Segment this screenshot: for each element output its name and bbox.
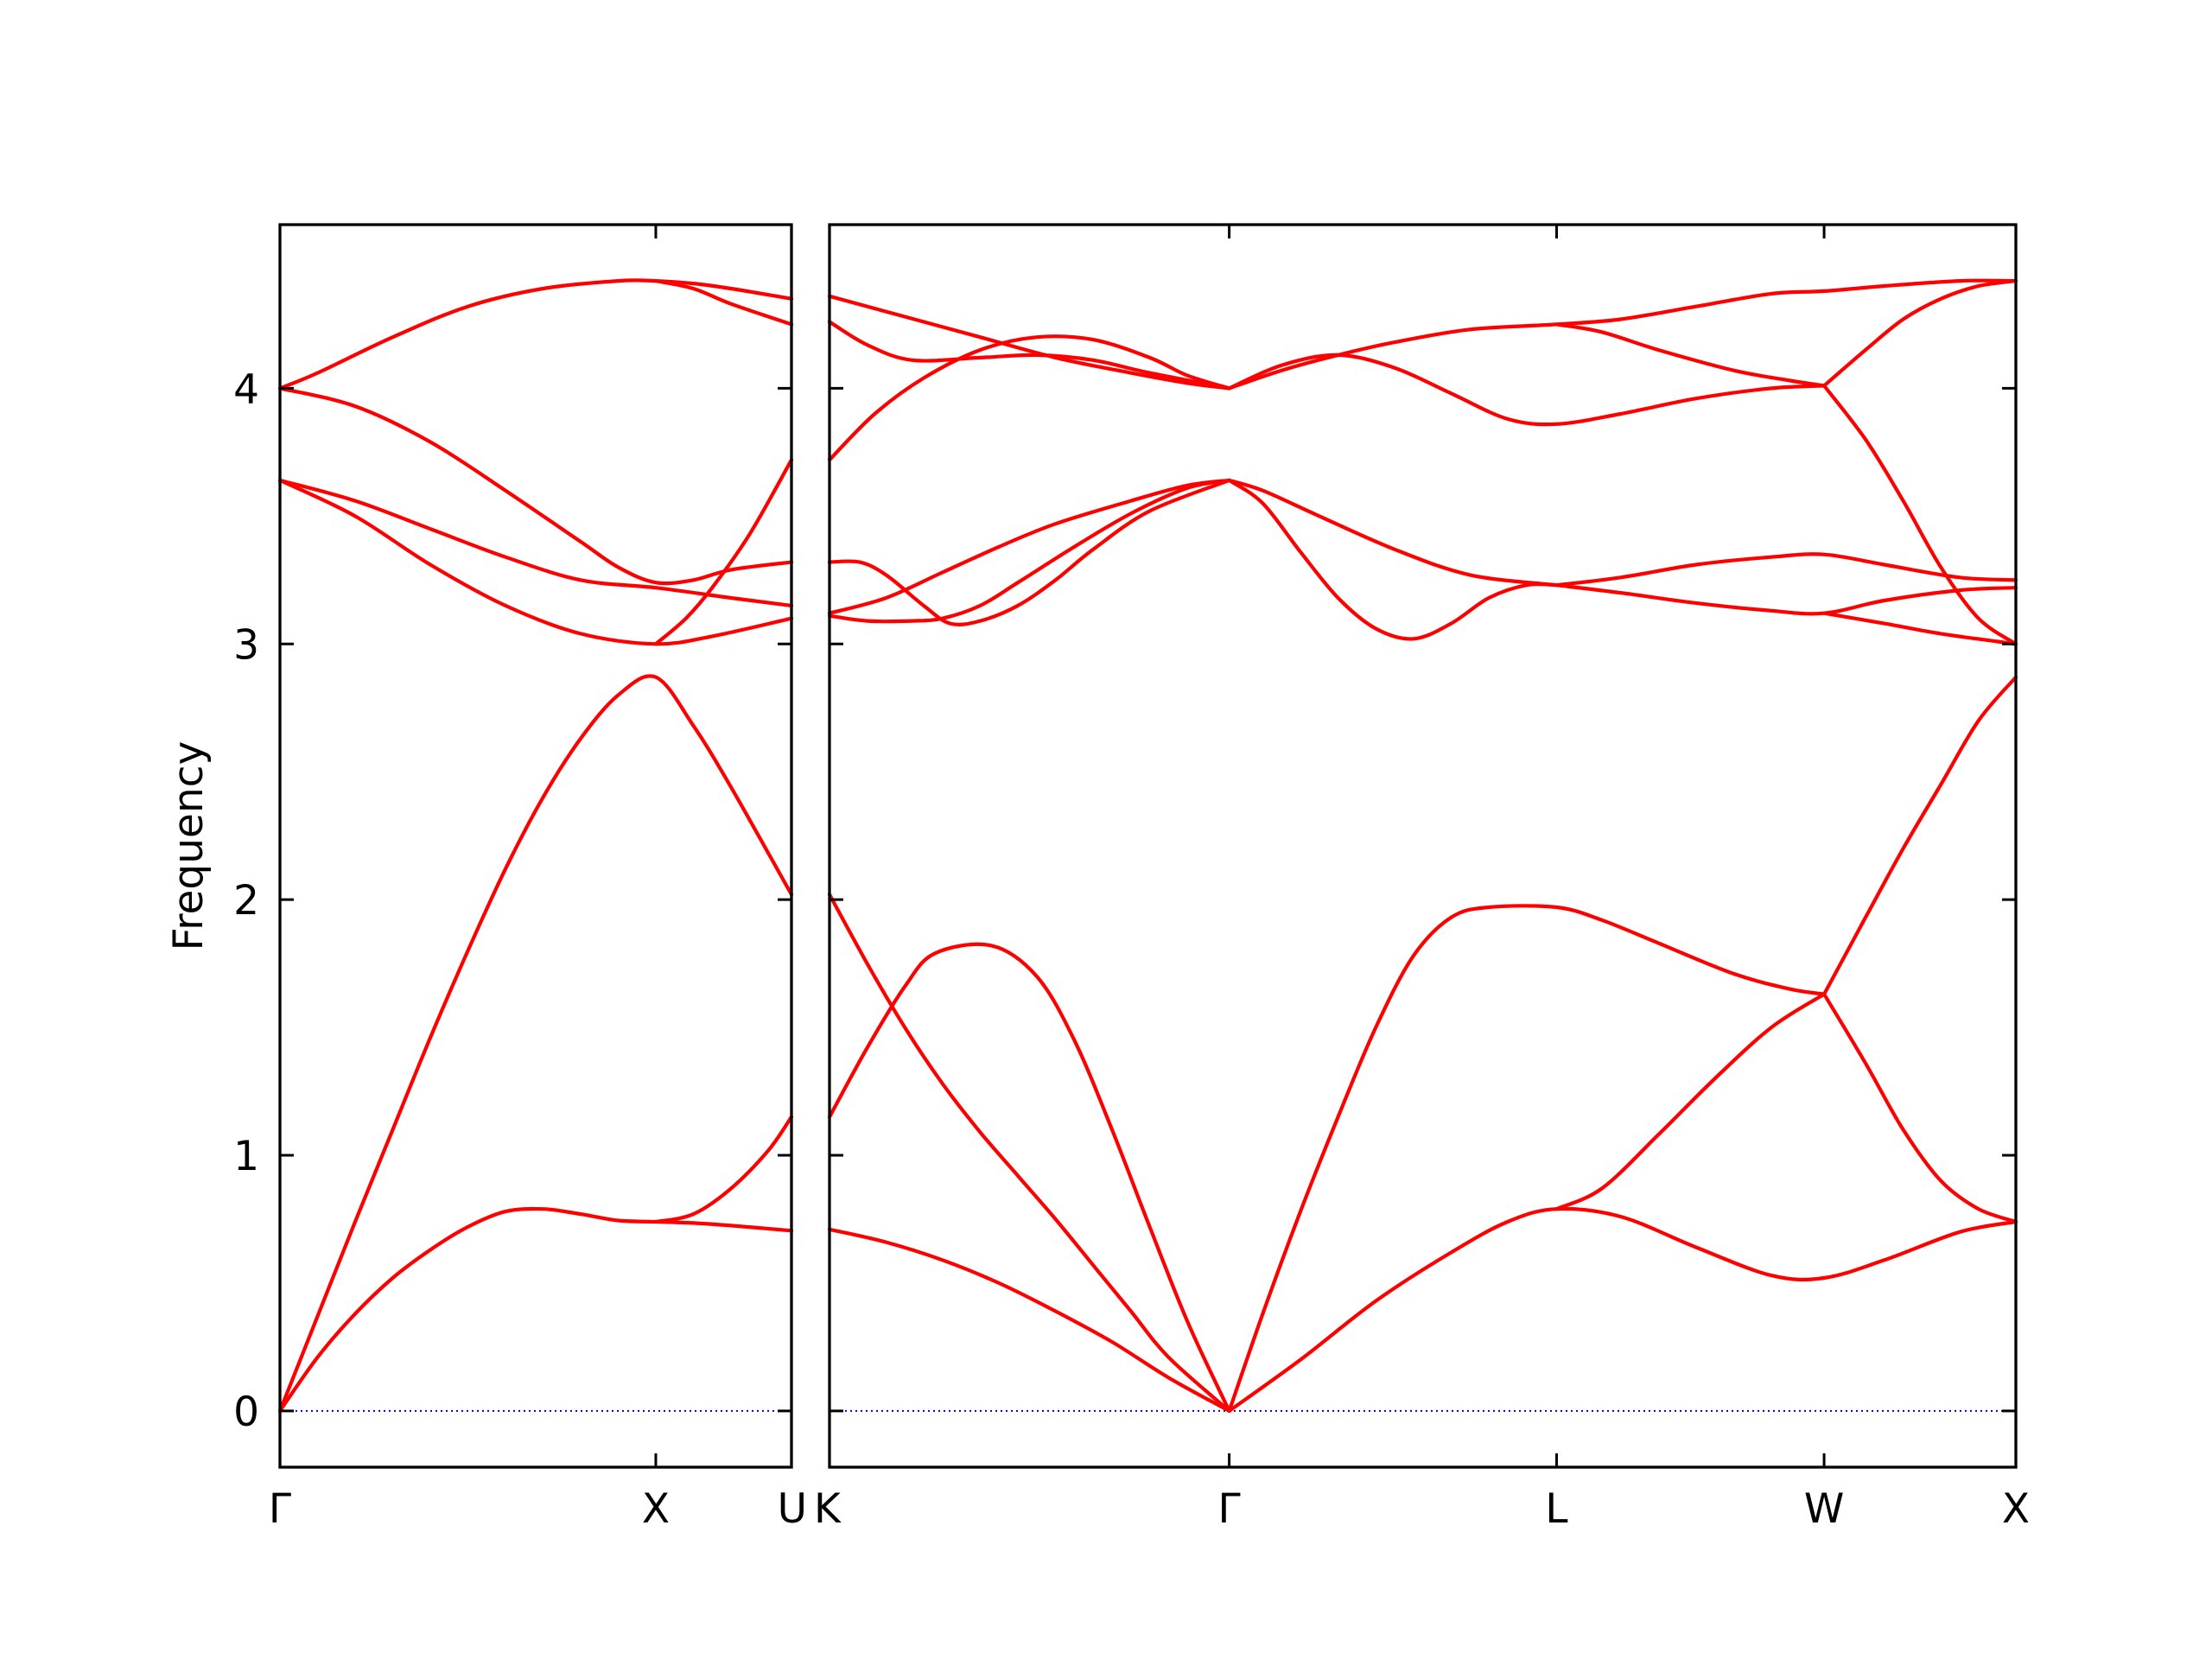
band-line-p1-3 bbox=[653, 1115, 794, 1224]
band-line-p1-7 bbox=[653, 458, 794, 646]
band-line-p2-1 bbox=[827, 1227, 1231, 1413]
axis-ticks bbox=[278, 225, 2018, 1467]
band-line-p2-8 bbox=[1822, 675, 2018, 996]
y-tick-label: 4 bbox=[233, 365, 259, 413]
y-tick-label: 0 bbox=[233, 1389, 259, 1436]
y-tick-label: 1 bbox=[233, 1133, 259, 1180]
band-line-p2-20 bbox=[827, 320, 1231, 391]
x-tick-label: Γ bbox=[1218, 1485, 1241, 1533]
y-axis-label: Frequency bbox=[165, 741, 213, 951]
band-line-p2-10 bbox=[827, 478, 1231, 626]
band-line-p2-18 bbox=[827, 334, 1231, 462]
band-line-p2-24 bbox=[1822, 279, 2018, 388]
band-line-p2-14 bbox=[1554, 552, 2018, 588]
x-tick-label: X bbox=[642, 1485, 670, 1533]
band-line-p2-4 bbox=[1227, 1206, 2018, 1413]
band-line-p2-5 bbox=[1227, 904, 1827, 1413]
band-line-p1-8 bbox=[277, 278, 794, 391]
band-line-p2-22 bbox=[1227, 353, 1827, 427]
band-line-p2-16 bbox=[1822, 384, 2018, 646]
axis-labels: Γ X U K Γ L W X 0 1 2 3 4 Frequency bbox=[165, 365, 2030, 1533]
band-line-p2-17 bbox=[1822, 611, 2018, 646]
band-line-p2-7 bbox=[1822, 992, 2018, 1224]
band-line-p1-6 bbox=[277, 386, 794, 586]
band-line-p2-9 bbox=[827, 478, 1231, 615]
band-line-p2-21 bbox=[1227, 278, 2018, 391]
x-tick-label: Γ bbox=[269, 1485, 291, 1533]
band-line-p2-2 bbox=[827, 893, 1231, 1413]
band-line-p1-4 bbox=[277, 478, 794, 646]
x-tick-label: U bbox=[778, 1485, 807, 1533]
x-tick-label: X bbox=[2002, 1485, 2030, 1533]
y-tick-label: 3 bbox=[233, 621, 259, 669]
band-line-p2-15 bbox=[1554, 583, 2018, 616]
band-line-p1-5 bbox=[277, 478, 794, 607]
band-line-p2-12 bbox=[1227, 478, 1559, 588]
band-line-p2-23 bbox=[1554, 322, 1827, 388]
x-tick-label: K bbox=[814, 1485, 842, 1533]
band-line-p2-13 bbox=[1227, 478, 1559, 641]
band-line-p2-19 bbox=[827, 294, 1231, 391]
band-lines bbox=[277, 278, 2018, 1413]
band-line-p1-2 bbox=[277, 674, 794, 1413]
panel-frame-1 bbox=[278, 223, 793, 1469]
band-line-p2-6 bbox=[1554, 992, 1827, 1211]
panel-frame-2 bbox=[828, 223, 2018, 1469]
band-line-p2-11 bbox=[827, 478, 1231, 624]
band-line-p2-3 bbox=[827, 942, 1231, 1413]
panel-frames bbox=[278, 223, 2018, 1469]
band-line-p1-9 bbox=[653, 279, 794, 327]
band-line-p1-1 bbox=[277, 1206, 794, 1413]
y-tick-label: 2 bbox=[233, 877, 259, 925]
x-tick-label: W bbox=[1804, 1485, 1844, 1533]
x-tick-label: L bbox=[1545, 1485, 1567, 1533]
